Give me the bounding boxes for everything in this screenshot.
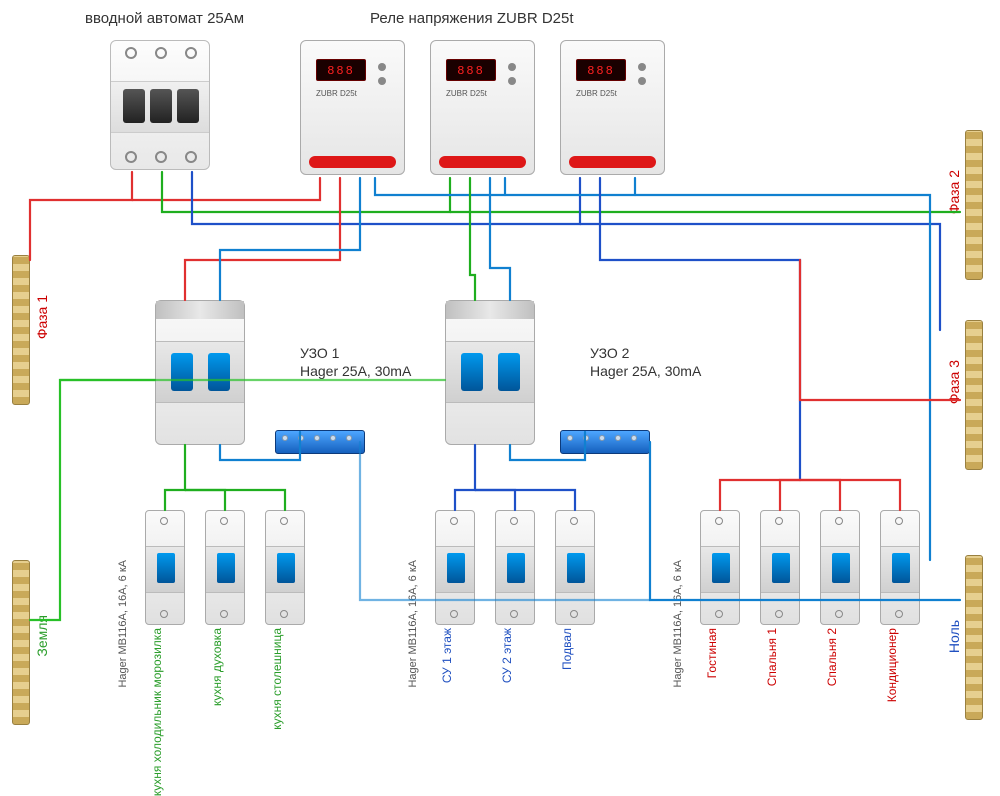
rcd-2-label-2: Hager 25A, 30mA bbox=[590, 363, 701, 379]
voltage-relay-2: 888 ZUBR D25t bbox=[430, 40, 535, 175]
main-breaker bbox=[110, 40, 210, 170]
busbar-earth bbox=[12, 560, 30, 725]
busbar-phase1 bbox=[12, 255, 30, 405]
voltage-relay-3: 888 ZUBR D25t bbox=[560, 40, 665, 175]
rcd-2 bbox=[445, 300, 535, 445]
busbar-phase1-label: Фаза 1 bbox=[34, 295, 50, 339]
busbar-phase2 bbox=[965, 130, 983, 280]
busbar-neutral bbox=[965, 555, 983, 720]
main-breaker-title: вводной автомат 25Ам bbox=[85, 10, 244, 27]
mcb-g2-1 bbox=[435, 510, 475, 625]
busbar-phase2-label: Фаза 2 bbox=[946, 170, 962, 214]
mcb-g3-2 bbox=[760, 510, 800, 625]
mcb-g2-rating: Hager MB116A, 16A, 6 кА bbox=[407, 560, 419, 688]
mcb-g3-4-label: Кондиционер bbox=[885, 628, 899, 702]
mcb-g2-1-label: СУ 1 этаж bbox=[440, 628, 454, 683]
rcd-2-label-1: УЗО 2 bbox=[590, 345, 629, 361]
mcb-g3-1-label: Гостиная bbox=[705, 628, 719, 678]
mcb-g1-1 bbox=[145, 510, 185, 625]
voltage-relay-1: 888 ZUBR D25t bbox=[300, 40, 405, 175]
mcb-g1-2-label: кухня духовка bbox=[210, 628, 224, 706]
busbar-phase3 bbox=[965, 320, 983, 470]
busbar-neutral-label: Ноль bbox=[946, 620, 962, 653]
neutral-bar-1 bbox=[275, 430, 365, 454]
mcb-g2-3-label: Подвал bbox=[560, 628, 574, 670]
busbar-phase3-label: Фаза 3 bbox=[946, 360, 962, 404]
mcb-g1-2 bbox=[205, 510, 245, 625]
rcd-1-label-2: Hager 25A, 30mA bbox=[300, 363, 411, 379]
mcb-g3-3 bbox=[820, 510, 860, 625]
neutral-bar-2 bbox=[560, 430, 650, 454]
relay-group-title: Реле напряжения ZUBR D25t bbox=[370, 10, 574, 27]
mcb-g3-1 bbox=[700, 510, 740, 625]
rcd-1 bbox=[155, 300, 245, 445]
mcb-g3-4 bbox=[880, 510, 920, 625]
mcb-g2-2-label: СУ 2 этаж bbox=[500, 628, 514, 683]
mcb-g1-rating: Hager MB116A, 16A, 6 кА bbox=[117, 560, 129, 688]
mcb-g1-3 bbox=[265, 510, 305, 625]
mcb-g3-rating: Hager MB116A, 16A, 6 кА bbox=[672, 560, 684, 688]
mcb-g3-3-label: Спальня 2 bbox=[825, 628, 839, 686]
mcb-g1-1-label: кухня холодильник морозилка bbox=[150, 628, 164, 796]
mcb-g3-2-label: Спальня 1 bbox=[765, 628, 779, 686]
mcb-g2-3 bbox=[555, 510, 595, 625]
mcb-g2-2 bbox=[495, 510, 535, 625]
rcd-1-label-1: УЗО 1 bbox=[300, 345, 339, 361]
mcb-g1-3-label: кухня столешница bbox=[270, 628, 284, 730]
busbar-earth-label: Земля bbox=[34, 615, 50, 657]
